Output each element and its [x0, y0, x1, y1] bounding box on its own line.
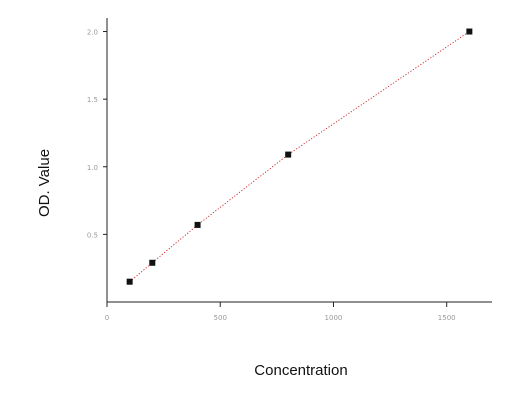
- x-tick-label: 1500: [438, 314, 456, 322]
- y-tick-label: 1.0: [87, 164, 98, 172]
- data-point: [285, 151, 292, 158]
- x-tick-label: 1000: [325, 314, 343, 322]
- y-axis-title: OD. Value: [36, 149, 53, 217]
- y-ticks: 0.5 1.0 1.5 2.0: [87, 29, 107, 239]
- data-points: [126, 28, 473, 285]
- x-tick-label: 500: [214, 314, 227, 322]
- data-point: [126, 278, 133, 285]
- x-axis-title: Concentration: [254, 362, 347, 379]
- y-tick-label: 0.5: [87, 231, 98, 239]
- x-ticks: 0 500 1000 1500: [105, 302, 456, 322]
- fit-line-group: [129, 31, 470, 283]
- data-point: [149, 259, 156, 266]
- y-tick-label: 2.0: [87, 29, 98, 37]
- fit-line: [129, 31, 470, 283]
- y-tick-label: 1.5: [87, 96, 98, 104]
- data-point: [466, 28, 473, 35]
- data-point: [194, 221, 201, 228]
- x-tick-label: 0: [105, 314, 109, 322]
